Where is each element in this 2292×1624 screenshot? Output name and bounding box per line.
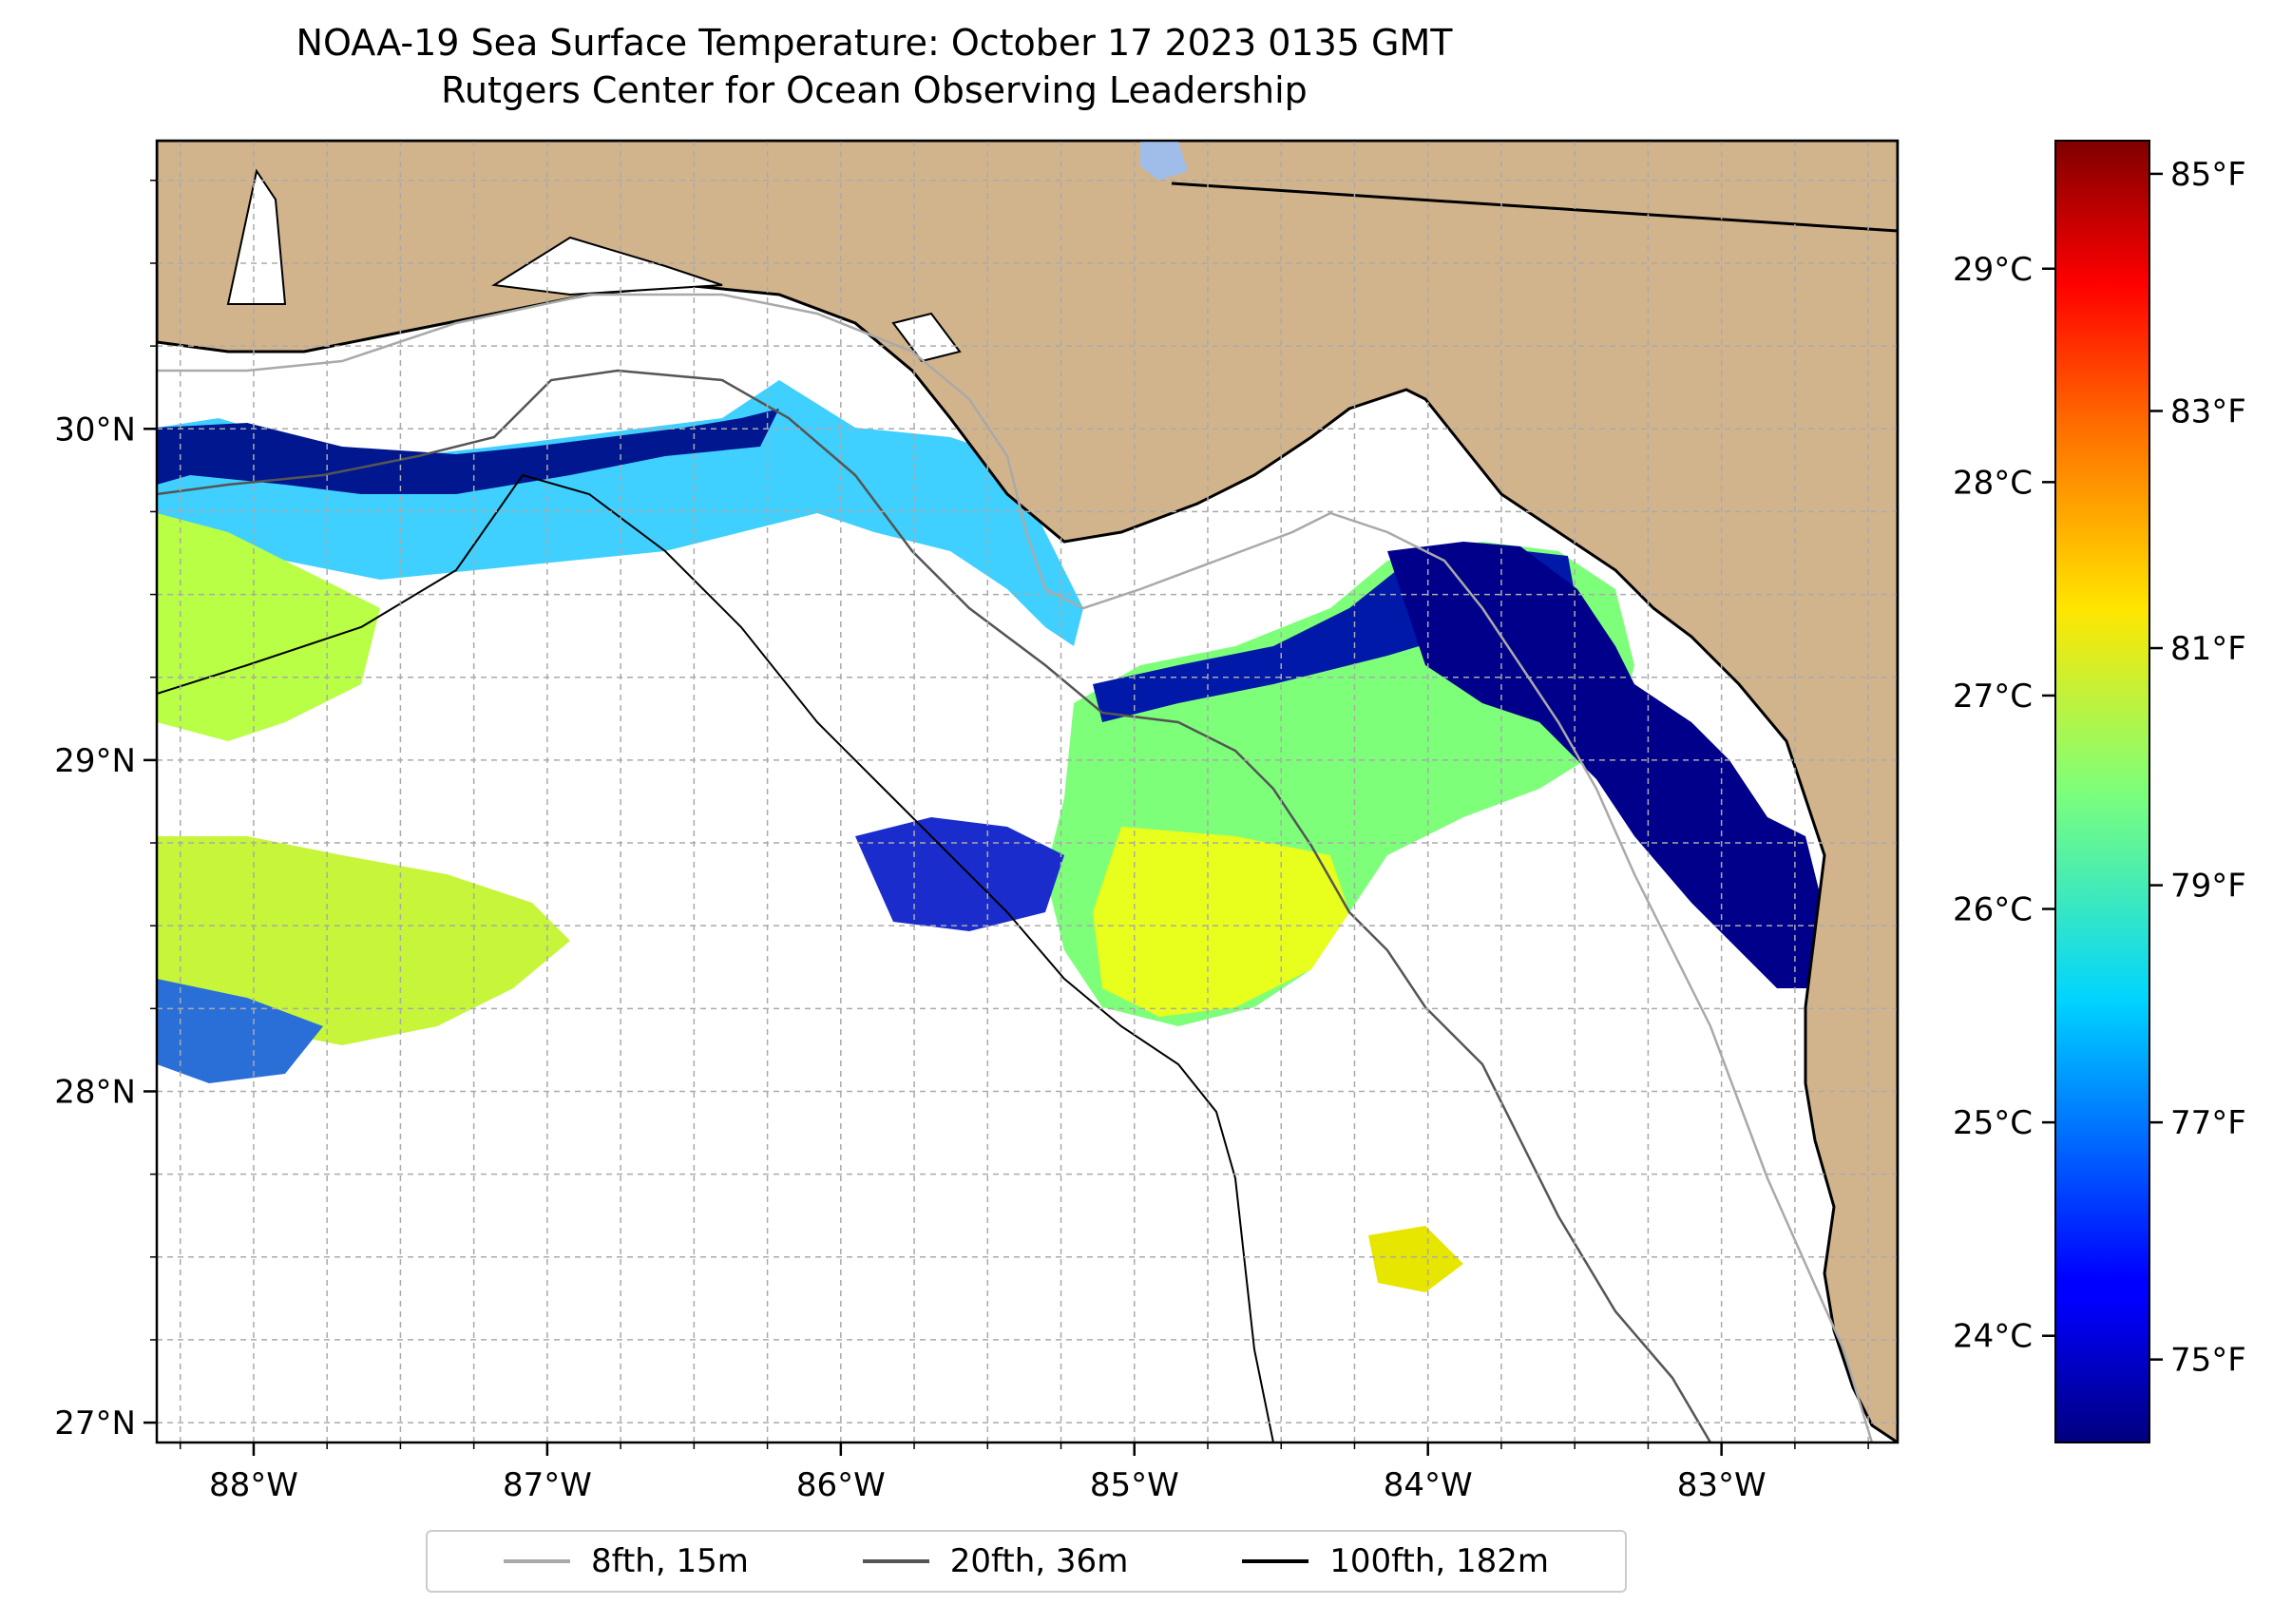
lat-tick-label: 29°N	[54, 742, 136, 780]
colorbar-fahrenheit-axis: 85°F 83°F 81°F 79°F 77°F 75°F	[2149, 156, 2246, 1380]
land-layer	[157, 141, 1898, 1442]
map-title: NOAA-19 Sea Surface Temperature: October…	[296, 22, 1453, 64]
state-border	[1171, 182, 1898, 233]
lat-tick-label: 30°N	[54, 411, 136, 449]
legend-item-15m: 8fth, 15m	[503, 1542, 749, 1580]
legend-item-36m: 20fth, 36m	[862, 1542, 1129, 1580]
isobath-36m	[157, 369, 1712, 1442]
lon-tick-label: 88°W	[209, 1466, 298, 1504]
isobath-182m	[157, 473, 1274, 1442]
legend-swatch-182m	[1242, 1559, 1309, 1563]
legend-swatch-36m	[862, 1559, 929, 1563]
lon-tick-label: 87°W	[503, 1466, 592, 1504]
celsius-tick-label: 28°C	[1953, 464, 2033, 502]
sst-band-north	[157, 380, 1083, 646]
latitude-axis: 30°N 29°N 28°N 27°N	[54, 180, 157, 1442]
bay-shape-central	[491, 236, 723, 296]
lon-tick-label: 84°W	[1384, 1466, 1473, 1504]
legend-label-36m: 20fth, 36m	[949, 1542, 1129, 1580]
map-subtitle: Rutgers Center for Ocean Observing Leade…	[441, 69, 1308, 111]
sst-band-north-dark	[157, 409, 779, 494]
sst-patch-west-upper	[157, 513, 380, 741]
fahrenheit-tick-label: 77°F	[2170, 1104, 2246, 1142]
fahrenheit-tick-label: 83°F	[2170, 392, 2246, 430]
bay-shape-west	[226, 168, 287, 305]
sst-patch-east-coastal	[1387, 542, 1824, 988]
celsius-tick-label: 27°C	[1953, 678, 2033, 716]
celsius-tick-label: 25°C	[1953, 1104, 2033, 1142]
map-frame	[155, 139, 1900, 1444]
sst-patch-south	[1368, 1226, 1463, 1292]
sst-patch-west-blue	[157, 979, 323, 1083]
title-block: NOAA-19 Sea Surface Temperature: October…	[0, 19, 1748, 114]
fahrenheit-tick-label: 81°F	[2170, 630, 2246, 668]
lon-tick-label: 83°W	[1677, 1466, 1767, 1504]
isobath-layer	[157, 293, 1874, 1442]
sst-patch-west-lower	[157, 836, 570, 1045]
colorbar-celsius-axis: 29°C 28°C 27°C 26°C 25°C 24°C	[1953, 251, 2055, 1356]
bay-shape-east	[891, 312, 962, 363]
lon-tick-label: 85°W	[1090, 1466, 1179, 1504]
isobath-15m	[157, 293, 1874, 1442]
lat-tick-label: 27°N	[54, 1404, 136, 1442]
sst-data-layer	[157, 380, 1824, 1292]
legend-swatch-15m	[503, 1559, 570, 1563]
longitude-axis: 88°W 87°W 86°W 85°W 84°W 83°W	[179, 1442, 1869, 1504]
legend: 8fth, 15m 20fth, 36m 100fth, 182m	[426, 1530, 1627, 1593]
legend-label-182m: 100fth, 182m	[1329, 1542, 1550, 1580]
sst-patch-central-warm	[1093, 827, 1349, 1017]
celsius-tick-label: 26°C	[1953, 891, 2033, 929]
sst-patch-mid-scatter	[855, 817, 1064, 931]
colorbar	[2054, 140, 2150, 1443]
lon-tick-label: 86°W	[796, 1466, 886, 1504]
celsius-tick-label: 24°C	[1953, 1318, 2033, 1356]
lake-shape	[1140, 141, 1188, 181]
lat-tick-label: 28°N	[54, 1073, 136, 1111]
gridlines	[157, 141, 1898, 1442]
fahrenheit-tick-label: 85°F	[2170, 156, 2246, 194]
fahrenheit-tick-label: 79°F	[2170, 868, 2246, 906]
celsius-tick-label: 29°C	[1953, 251, 2033, 289]
legend-label-15m: 8fth, 15m	[590, 1542, 749, 1580]
legend-item-182m: 100fth, 182m	[1242, 1542, 1549, 1580]
fahrenheit-tick-label: 75°F	[2170, 1342, 2246, 1380]
